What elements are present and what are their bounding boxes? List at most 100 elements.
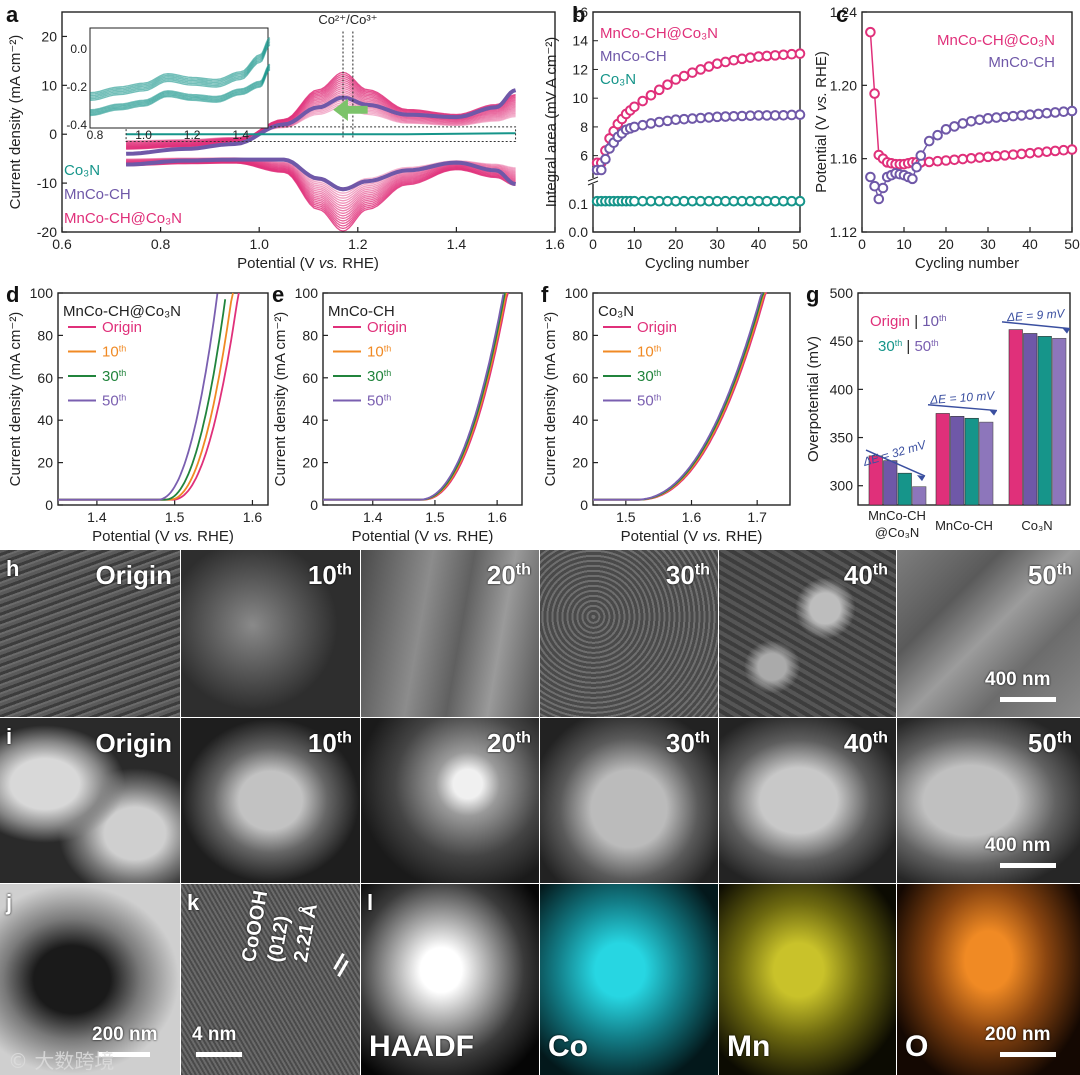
bar	[1037, 336, 1052, 506]
micrograph-tile	[361, 718, 539, 883]
micrograph-tile	[0, 884, 180, 1075]
data-point	[999, 150, 1011, 161]
y-tick-label: 1.20	[830, 77, 857, 93]
tile-label: 40th	[844, 728, 888, 759]
y-tick-label: 0.1	[569, 196, 589, 212]
y-tick-label: 500	[830, 285, 854, 301]
data-point	[645, 90, 657, 101]
axis-break	[587, 176, 599, 182]
legend-entry: 50th	[367, 393, 391, 410]
inset-y-tick-label: -0.2	[66, 80, 87, 94]
peak-shift-arrow	[333, 98, 368, 122]
data-point	[965, 115, 977, 127]
panel-letter-f: f	[541, 282, 549, 307]
data-point	[600, 153, 611, 165]
category-label: @Co₃N	[875, 525, 920, 540]
y-tick-label: 20	[302, 455, 318, 471]
tile-label-number: 50	[1027, 728, 1057, 758]
cv-cycle-line	[126, 162, 516, 232]
panel-letter-c: c	[836, 2, 848, 27]
inset-cycle-line	[90, 68, 271, 116]
micrograph-tile	[361, 550, 539, 717]
data-point	[670, 114, 682, 126]
legend-entry: 30th | 50th	[878, 338, 939, 355]
lsv-curve	[58, 292, 234, 501]
legend-separator: |	[914, 313, 922, 330]
cv-mnco-line	[126, 157, 516, 192]
legend-tenth: 10	[922, 313, 939, 330]
data-point	[1007, 110, 1019, 122]
series-line	[869, 32, 1073, 165]
inset-cycle-line	[90, 37, 271, 94]
y-tick-label: 20	[572, 455, 588, 471]
x-tick-label: 1.6	[243, 509, 263, 525]
data-point	[662, 79, 673, 90]
data-point	[736, 53, 748, 65]
inset-cycle-line	[90, 64, 271, 112]
micrograph-tile	[897, 550, 1080, 717]
tile-label: 50th	[1028, 728, 1072, 759]
eds-map-label: HAADF	[369, 1030, 474, 1063]
legend-entry: Co₃N	[600, 71, 636, 88]
panel-letter-h: h	[6, 556, 20, 581]
data-point	[957, 153, 969, 165]
data-point	[703, 112, 715, 123]
lsv-curve	[323, 292, 508, 501]
y-axis-label-part: vs.	[813, 92, 830, 111]
y-axis-label: Integral area (mV A cm⁻²)	[543, 37, 560, 207]
data-point	[794, 195, 806, 207]
delta-annotation: ΔE = 10 mV	[929, 388, 996, 407]
data-point	[949, 121, 960, 132]
x-tick-label: 1.7	[747, 509, 767, 525]
data-point	[877, 182, 889, 194]
y-tick-label: 80	[572, 327, 588, 343]
legend-entry: Co₃N	[64, 162, 100, 179]
bar	[979, 421, 994, 506]
y-tick-label: 40	[572, 412, 588, 428]
delta-arrow-head	[917, 475, 925, 482]
scale-bar	[1000, 697, 1056, 702]
label-superscript: th	[384, 368, 392, 378]
inset-y-tick-label: -0.4	[66, 118, 87, 132]
y-tick-label: 14	[572, 33, 588, 49]
y-tick-label: 1.24	[830, 4, 857, 20]
legend-entry: MnCo-CH	[64, 186, 131, 203]
label-superscript: th	[654, 344, 662, 354]
micrograph-tile	[540, 884, 718, 1075]
tile-label-superscript: th	[515, 560, 531, 579]
delta-annotation: ΔE = 9 mV	[1005, 306, 1066, 324]
panel-letter-j: j	[6, 890, 13, 915]
bar	[897, 472, 912, 506]
data-point	[728, 54, 740, 66]
y-axis-label: Current density (mA cm⁻²)	[7, 35, 24, 210]
data-point	[1066, 105, 1078, 117]
inset-cycle-line	[90, 43, 271, 100]
panel-title: MnCo-CH	[328, 303, 395, 320]
tile-label-number: 20	[486, 728, 516, 758]
tile-label-superscript: th	[1056, 560, 1072, 579]
y-tick-label: 0.0	[569, 224, 589, 240]
data-point	[645, 118, 657, 129]
x-tick-label: 40	[1022, 236, 1038, 252]
category-label: MnCo-CH	[868, 508, 926, 523]
y-tick-label: 8	[580, 119, 588, 135]
eds-map-label: Co	[548, 1030, 588, 1063]
inset-y-tick-label: 0.0	[70, 42, 87, 56]
panel-letter-l: l	[367, 890, 374, 915]
y-tick-label: 60	[302, 370, 318, 386]
tile-label: 20th	[487, 728, 531, 759]
y-tick-label: 400	[830, 381, 854, 397]
inset-x-tick-label: 0.8	[87, 128, 104, 142]
x-tick-label: 1.6	[487, 509, 507, 525]
x-tick-label: 1.5	[425, 509, 445, 525]
y-tick-label: 300	[830, 478, 854, 494]
eds-map-label: Mn	[727, 1030, 771, 1063]
data-point	[923, 135, 935, 147]
data-point	[999, 111, 1011, 123]
zoom-box	[125, 126, 517, 143]
data-point	[753, 51, 764, 62]
y-tick-label: 100	[565, 285, 589, 301]
x-tick-label: 0	[858, 236, 866, 252]
panel-letter-e: e	[272, 282, 284, 307]
x-axis-label-part: Potential (V	[237, 255, 319, 272]
